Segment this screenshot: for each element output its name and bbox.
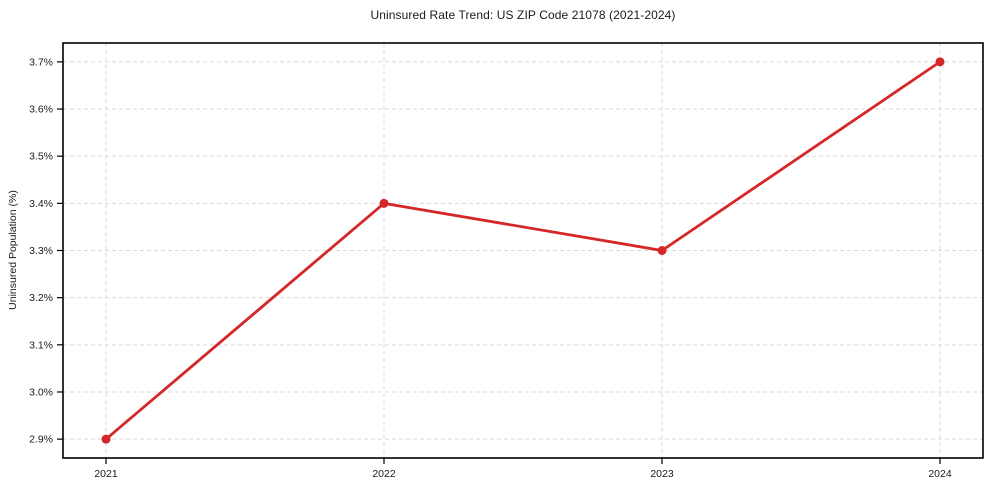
- y-tick-label: 3.7%: [29, 56, 53, 68]
- y-tick-label: 3.3%: [29, 245, 53, 257]
- y-tick-label: 3.0%: [29, 386, 53, 398]
- x-tick-label: 2022: [372, 468, 396, 480]
- chart-title: Uninsured Rate Trend: US ZIP Code 21078 …: [370, 8, 676, 22]
- trend-line: [104, 60, 942, 441]
- y-tick-label: 3.6%: [29, 104, 53, 116]
- data-point-marker: [101, 434, 111, 444]
- y-tick-label: 3.5%: [29, 151, 53, 163]
- y-tick-label: 3.2%: [29, 292, 53, 304]
- x-tick-label: 2024: [928, 468, 952, 480]
- x-tick-label: 2021: [94, 468, 118, 480]
- y-tick-label: 2.9%: [29, 434, 53, 446]
- y-tick-label: 3.4%: [29, 198, 53, 210]
- axes-frame: [62, 42, 984, 459]
- data-point-marker: [935, 57, 945, 67]
- data-point-marker: [379, 198, 389, 208]
- x-tick-label: 2023: [650, 468, 674, 480]
- y-tick-label: 3.1%: [29, 339, 53, 351]
- data-point-marker: [657, 246, 667, 255]
